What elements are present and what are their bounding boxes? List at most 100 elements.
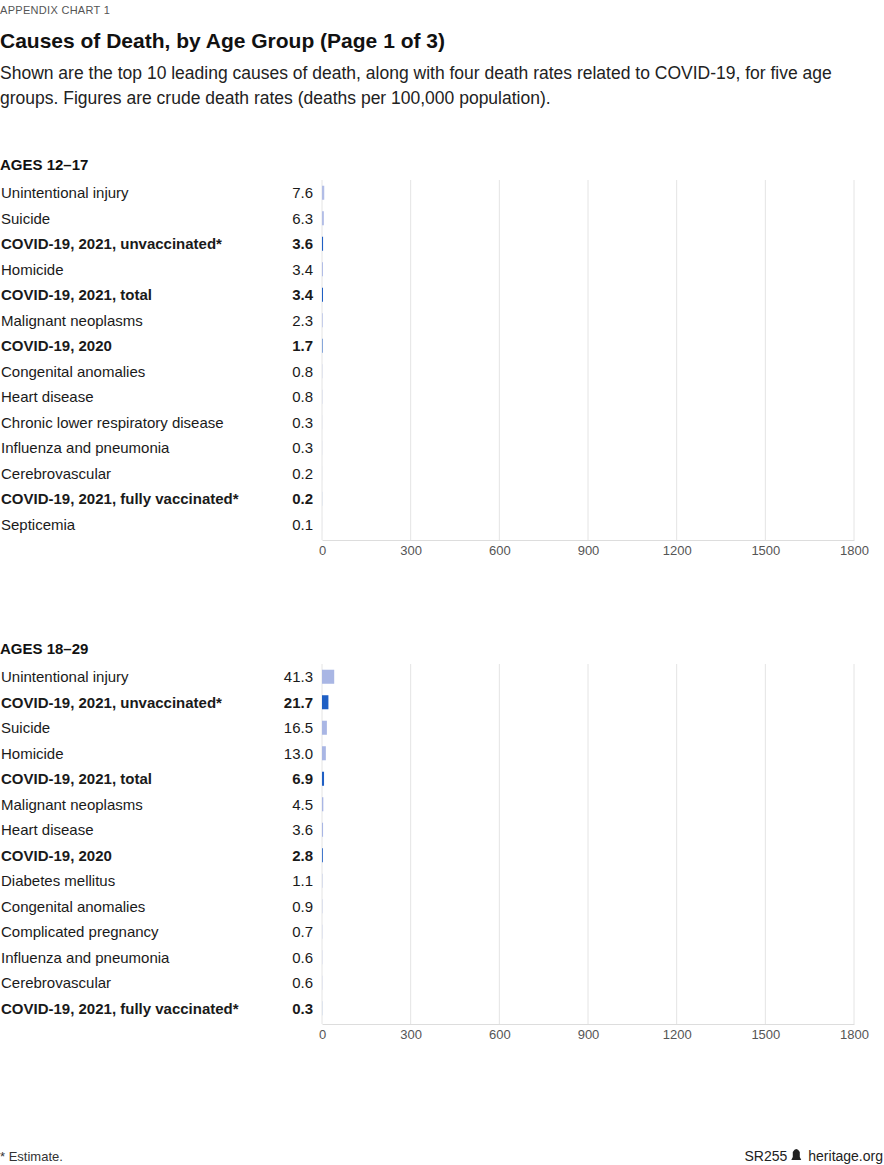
category-label: COVID-19, 2020 bbox=[1, 847, 112, 864]
site: heritage.org bbox=[808, 1148, 883, 1164]
bar bbox=[322, 950, 323, 964]
title: Causes of Death, by Age Group (Page 1 of… bbox=[0, 29, 445, 53]
x-tick-label: 0 bbox=[319, 543, 326, 558]
bar bbox=[322, 466, 323, 480]
bar bbox=[322, 237, 323, 251]
x-tick-label: 1200 bbox=[663, 1027, 692, 1042]
bar bbox=[322, 823, 323, 837]
grid-line bbox=[588, 180, 589, 540]
data-label: 2.8 bbox=[292, 847, 313, 864]
grid-line bbox=[854, 664, 855, 1024]
data-label: 0.6 bbox=[292, 974, 313, 991]
chart-canvas: AGES 12–17 0 300 600 900 1200 1500 1800 Unintent… bbox=[0, 0, 884, 1165]
category-label: Suicide bbox=[1, 719, 50, 736]
x-tick: 1200 bbox=[663, 1024, 692, 1042]
category-label: Congenital anomalies bbox=[1, 898, 145, 915]
x-tick-label: 600 bbox=[489, 1027, 511, 1042]
bar bbox=[322, 211, 324, 225]
bar bbox=[322, 695, 328, 709]
footnote: * Estimate. bbox=[0, 1149, 63, 1164]
data-label: 3.4 bbox=[292, 261, 313, 278]
category-label: Cerebrovascular bbox=[1, 465, 111, 482]
x-tick: 0 bbox=[319, 540, 326, 558]
category-label: COVID-19, 2021, total bbox=[1, 286, 152, 303]
category-label: Heart disease bbox=[1, 821, 94, 838]
data-label: 0.7 bbox=[292, 923, 313, 940]
bar bbox=[322, 492, 323, 506]
kicker: APPENDIX CHART 1 bbox=[0, 4, 110, 16]
category-label: COVID-19, 2021, unvaccinated* bbox=[1, 235, 222, 252]
x-axis-line bbox=[323, 1024, 855, 1025]
x-tick-label: 0 bbox=[319, 1027, 326, 1042]
data-label: 7.6 bbox=[292, 184, 313, 201]
grid-line bbox=[588, 664, 589, 1024]
data-label: 0.8 bbox=[292, 388, 313, 405]
category-label: Influenza and pneumonia bbox=[1, 439, 170, 456]
x-tick: 900 bbox=[578, 1024, 600, 1042]
category-labels: Unintentional injury Suicide COVID-19, 202… bbox=[1, 184, 239, 533]
x-axis-line bbox=[323, 540, 855, 541]
data-label: 41.3 bbox=[284, 668, 313, 685]
data-label: 6.3 bbox=[292, 210, 313, 227]
data-label: 0.3 bbox=[292, 414, 313, 431]
grid-line bbox=[410, 180, 411, 540]
data-label: 0.2 bbox=[292, 490, 313, 507]
data-label: 21.7 bbox=[284, 694, 313, 711]
bar bbox=[322, 415, 323, 429]
subtitle: Shown are the top 10 leading causes of d… bbox=[0, 61, 872, 111]
category-labels: Unintentional injuryCOVID-19, 2021, unva… bbox=[1, 668, 239, 1017]
grid-line bbox=[410, 664, 411, 1024]
x-tick: 1800 bbox=[840, 1024, 869, 1042]
data-labels: 7.66.33.63.43.42.31.70.80.80.30.30.20.20… bbox=[292, 184, 314, 533]
category-label: Complicated pregnancy bbox=[1, 923, 159, 940]
grid-line bbox=[322, 180, 323, 540]
data-label: 0.9 bbox=[292, 898, 313, 915]
grid-line bbox=[765, 180, 766, 540]
x-tick: 1500 bbox=[751, 1024, 780, 1042]
footer: * Estimate. heritage.org SR255 bbox=[0, 1148, 883, 1164]
bar bbox=[322, 288, 323, 302]
category-label: COVID-19, 2021, unvaccinated* bbox=[1, 694, 222, 711]
data-label: 6.9 bbox=[292, 770, 313, 787]
x-tick: 600 bbox=[489, 540, 511, 558]
grid-line bbox=[676, 664, 677, 1024]
x-tick-label: 300 bbox=[400, 1027, 422, 1042]
x-tick-label: 1800 bbox=[840, 1027, 869, 1042]
category-label: Influenza and pneumonia bbox=[1, 949, 170, 966]
data-label: 0.3 bbox=[292, 1000, 313, 1017]
data-label: 3.6 bbox=[292, 821, 313, 838]
category-label: Septicemia bbox=[1, 516, 76, 533]
grid-line bbox=[854, 180, 855, 540]
bar bbox=[322, 797, 323, 811]
bar bbox=[322, 976, 323, 990]
chart-title: AGES 12–17 bbox=[0, 156, 88, 173]
data-label: 13.0 bbox=[284, 745, 313, 762]
category-label: Unintentional injury bbox=[1, 184, 129, 201]
chart-title: AGES 18–29 bbox=[0, 640, 88, 657]
category-label: Homicide bbox=[1, 745, 64, 762]
bar bbox=[322, 186, 324, 200]
grid-line bbox=[499, 180, 500, 540]
category-label: Malignant neoplasms bbox=[1, 796, 143, 813]
category-label: Malignant neoplasms bbox=[1, 312, 143, 329]
x-tick-label: 1800 bbox=[840, 543, 869, 558]
bar bbox=[322, 364, 323, 378]
bar bbox=[322, 313, 323, 327]
category-label: COVID-19, 2021, total bbox=[1, 770, 152, 787]
category-label: Suicide bbox=[1, 210, 50, 227]
grid bbox=[322, 180, 854, 540]
x-axis: 0300600900120015001800 bbox=[319, 540, 869, 558]
category-label: Congenital anomalies bbox=[1, 363, 145, 380]
bar bbox=[322, 848, 323, 862]
category-label: Diabetes mellitus bbox=[1, 872, 115, 889]
bar bbox=[322, 899, 323, 913]
bar bbox=[322, 339, 323, 353]
grid-line bbox=[322, 664, 323, 1024]
category-label: Homicide bbox=[1, 261, 64, 278]
bar bbox=[322, 670, 334, 684]
bar bbox=[322, 1001, 323, 1015]
report-code: SR255 bbox=[744, 1148, 787, 1164]
category-label: COVID-19, 2021, fully vaccinated* bbox=[1, 490, 239, 507]
data-label: 0.1 bbox=[292, 516, 313, 533]
data-label: 0.8 bbox=[292, 363, 313, 380]
